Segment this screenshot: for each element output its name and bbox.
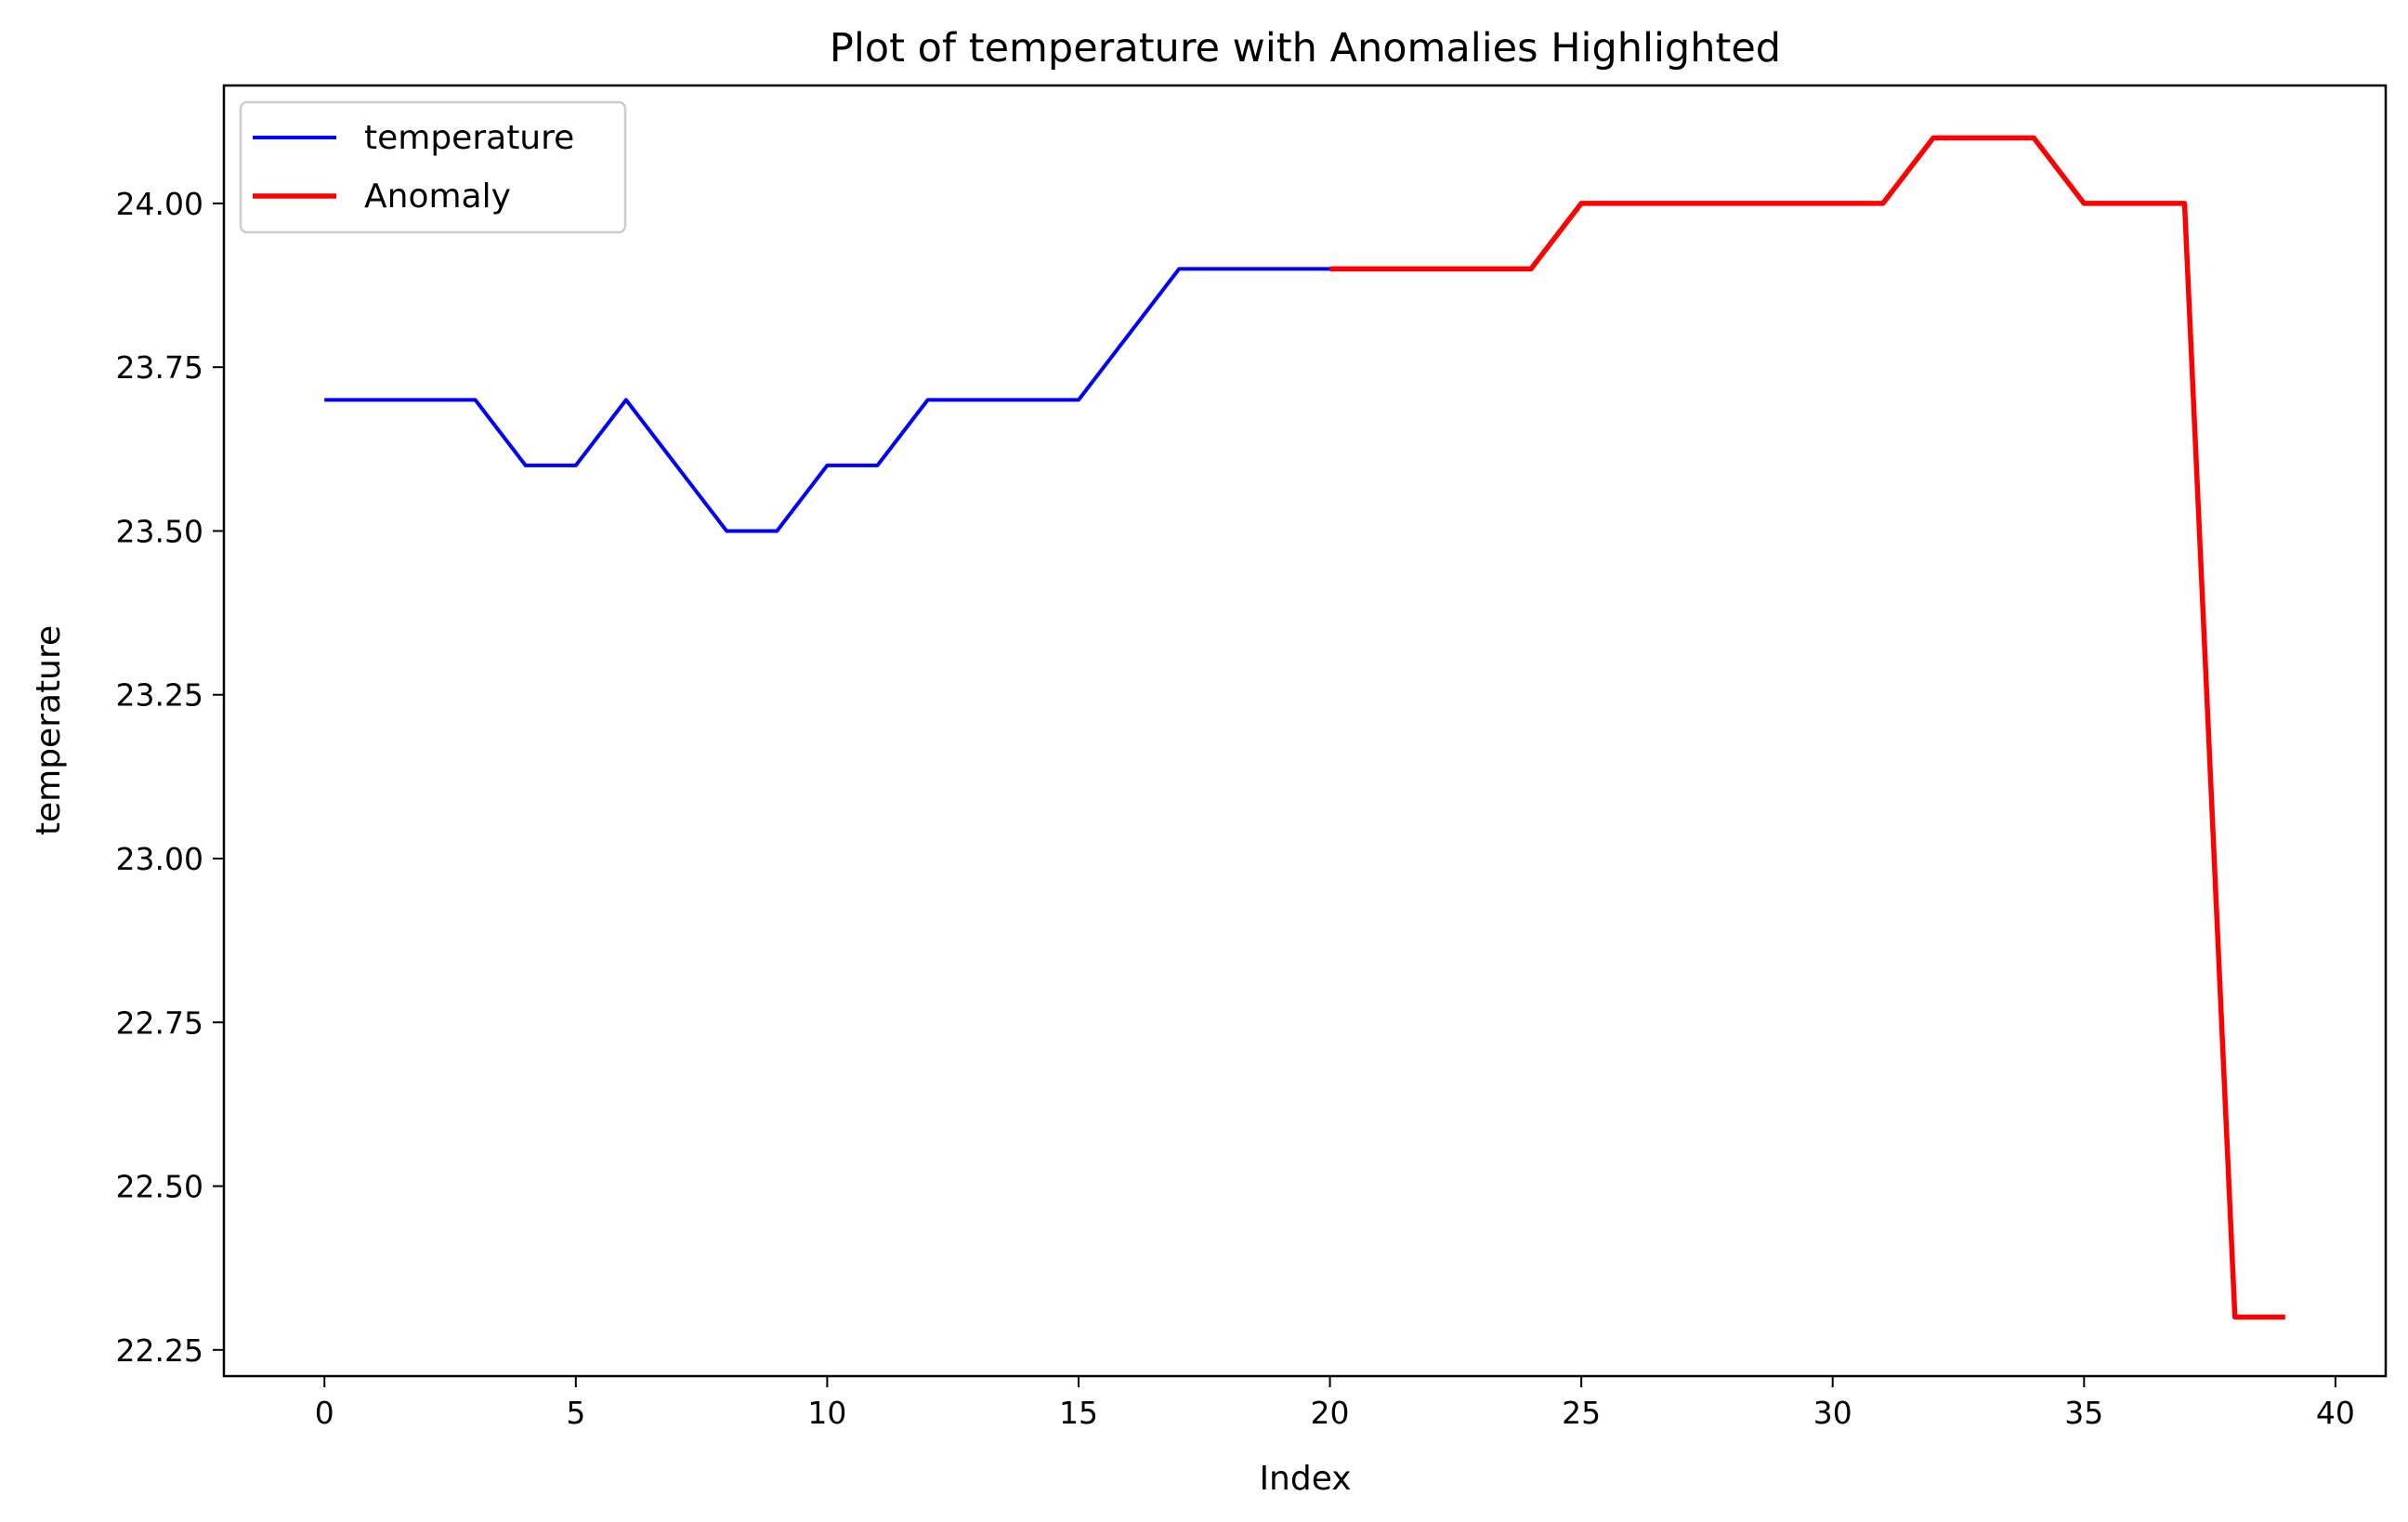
y-axis: 22.25 22.50 22.75 23.00 23.25 23.50 23.75 24.00 [116, 186, 224, 1369]
y-tick-label: 23.75 [116, 349, 203, 386]
x-tick-label: 35 [2064, 1395, 2103, 1431]
y-tick-label: 22.50 [116, 1169, 203, 1205]
y-tick-label: 22.75 [116, 1004, 203, 1041]
series-line-temperature [324, 267, 1330, 533]
legend-box [239, 100, 627, 234]
x-tick-label: 30 [1813, 1395, 1852, 1431]
y-axis-label: temperature [30, 625, 68, 835]
x-tick-label: 25 [1562, 1395, 1601, 1431]
legend-label-temperature: temperature [364, 119, 574, 157]
x-tick-label: 10 [807, 1395, 846, 1431]
y-tick-label: 23.50 [116, 513, 203, 549]
x-tick-label: 15 [1059, 1395, 1098, 1431]
legend-label-anomaly: Anomaly [364, 177, 511, 216]
chart-title: Plot of temperature with Anomalies Highl… [830, 25, 1781, 72]
x-axis-label: Index [1259, 1460, 1351, 1498]
x-tick-label: 5 [566, 1395, 585, 1431]
x-tick-label: 20 [1311, 1395, 1350, 1431]
x-axis: 0 5 10 15 20 25 30 35 40 [315, 1376, 2355, 1431]
legend: temperature Anomaly [239, 100, 627, 234]
y-tick-label: 22.25 [116, 1332, 203, 1369]
series-layer [324, 135, 2285, 1320]
x-tick-label: 0 [315, 1395, 334, 1431]
x-tick-label: 40 [2316, 1395, 2355, 1431]
y-tick-label: 23.25 [116, 677, 203, 714]
series-line-anomaly [1329, 135, 2285, 1320]
y-tick-label: 24.00 [116, 186, 203, 222]
y-tick-label: 23.00 [116, 841, 203, 877]
plot-frame [222, 84, 2388, 1378]
